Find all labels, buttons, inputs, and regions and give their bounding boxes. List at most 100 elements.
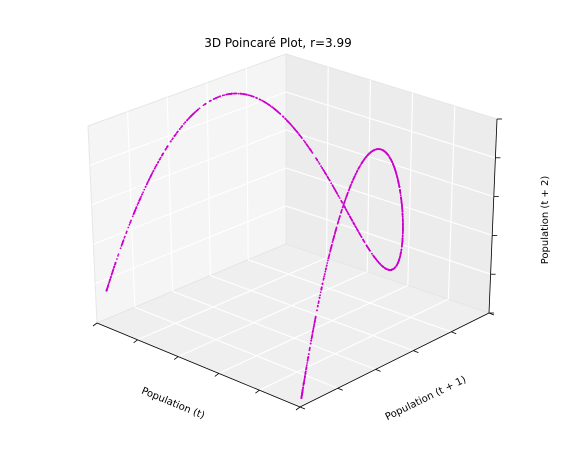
data-point — [402, 229, 404, 232]
data-point — [109, 279, 111, 281]
data-point — [134, 209, 137, 211]
x-axis-line — [96, 322, 301, 408]
grid-line — [210, 275, 414, 352]
data-point — [318, 296, 321, 299]
data-point — [158, 158, 161, 161]
data-point — [368, 248, 370, 251]
grid-line — [447, 105, 456, 300]
data-point — [401, 239, 404, 242]
data-point — [365, 155, 368, 158]
y-axis-tick — [299, 406, 306, 410]
data-point — [390, 269, 392, 271]
data-point — [378, 148, 381, 151]
data-point — [395, 174, 398, 177]
data-point — [309, 342, 312, 345]
data-point — [303, 379, 306, 381]
data-point — [275, 109, 277, 112]
data-point — [307, 145, 310, 148]
data-point — [344, 197, 347, 200]
data-point — [384, 267, 387, 270]
data-point — [344, 206, 346, 209]
data-point — [154, 165, 157, 168]
x-axis-label: Population (t) — [140, 386, 207, 422]
data-point — [397, 260, 400, 262]
data-point — [337, 195, 340, 198]
data-point — [286, 119, 288, 122]
data-point — [148, 179, 150, 181]
data-point — [399, 254, 402, 256]
data-point — [343, 201, 346, 204]
data-point — [322, 277, 325, 280]
data-point — [374, 257, 376, 259]
data-point — [268, 104, 270, 106]
data-point — [241, 93, 244, 95]
data-point — [310, 336, 313, 339]
data-point — [308, 347, 311, 349]
data-point — [301, 391, 304, 394]
grid-line — [206, 82, 211, 276]
data-point — [113, 265, 116, 268]
grid-lines — [89, 66, 496, 391]
data-point — [305, 368, 307, 371]
data-point — [282, 115, 285, 118]
data-point — [375, 148, 377, 151]
data-point — [304, 370, 307, 373]
data-point — [302, 386, 304, 389]
data-point — [180, 125, 183, 128]
data-point — [401, 241, 404, 243]
data-point — [340, 209, 343, 212]
data-point — [400, 197, 402, 200]
grid-line — [137, 257, 327, 341]
data-point — [340, 211, 343, 214]
data-point — [364, 157, 367, 159]
data-point — [114, 262, 117, 264]
data-point — [335, 190, 337, 193]
data-point — [116, 258, 118, 260]
z-axis-line — [488, 118, 498, 314]
data-point — [197, 108, 200, 111]
data-point — [399, 190, 401, 192]
x-axis-tick — [295, 406, 301, 411]
data-point — [190, 115, 193, 117]
data-point — [225, 93, 228, 96]
y-axis-line — [299, 312, 490, 408]
data-point — [235, 92, 238, 95]
data-point — [319, 294, 321, 297]
data-point — [218, 95, 221, 98]
grid-line — [285, 91, 496, 159]
data-point — [120, 245, 123, 247]
data-point — [346, 194, 348, 197]
x-axis-tick — [92, 322, 98, 327]
data-point — [119, 247, 122, 250]
data-point — [304, 375, 306, 378]
data-point — [304, 141, 307, 144]
data-point — [148, 177, 151, 180]
data-point — [129, 222, 132, 224]
data-point — [395, 173, 398, 175]
data-point — [351, 220, 354, 222]
data-point — [362, 238, 364, 241]
data-point — [121, 242, 124, 245]
data-point — [371, 252, 373, 255]
data-point — [186, 119, 188, 122]
data-point — [183, 123, 185, 125]
data-point — [402, 227, 404, 230]
data-point — [359, 164, 362, 166]
data-point — [399, 194, 402, 197]
data-point — [144, 186, 147, 188]
data-point — [129, 220, 132, 223]
data-point — [402, 221, 404, 223]
data-point — [333, 235, 335, 238]
data-point — [310, 337, 313, 340]
data-point — [398, 256, 401, 259]
data-point — [136, 204, 139, 206]
data-point — [137, 201, 140, 204]
grid-line — [134, 306, 339, 389]
data-point — [264, 101, 266, 104]
data-point — [382, 149, 384, 152]
grid-line — [89, 91, 287, 166]
data-point — [353, 223, 356, 226]
data-point — [308, 147, 311, 150]
data-point — [295, 129, 297, 132]
data-point — [301, 393, 303, 396]
